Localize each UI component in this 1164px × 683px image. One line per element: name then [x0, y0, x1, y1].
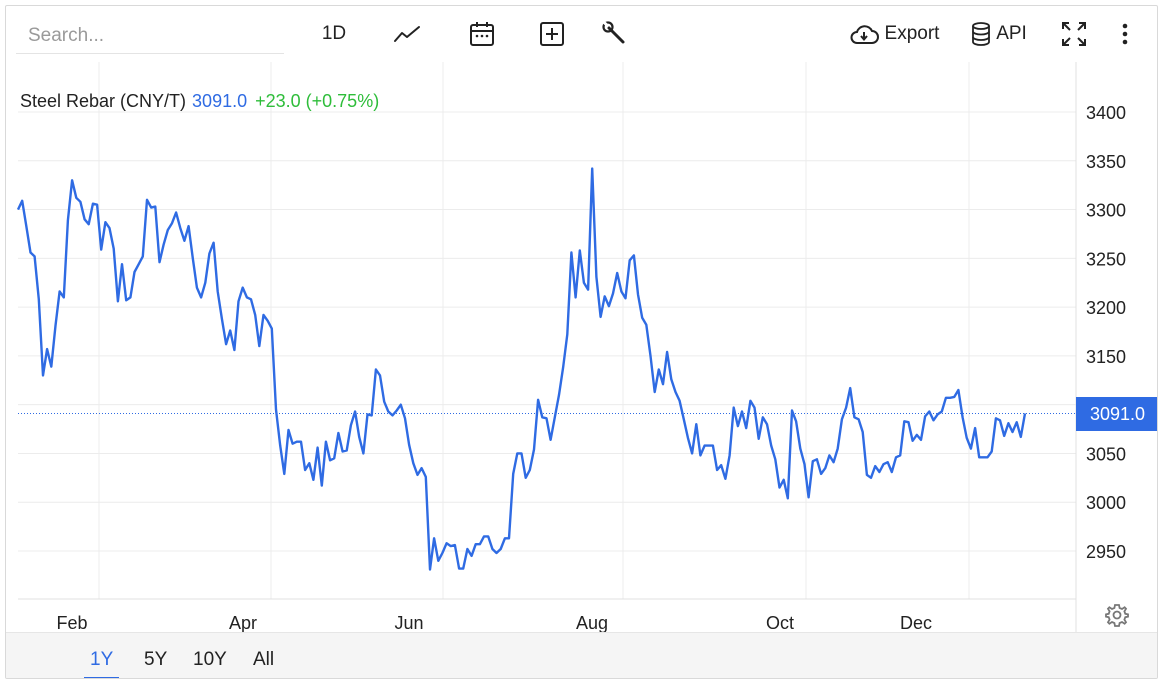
y-tick-label: 3300: [1086, 201, 1126, 221]
y-tick-label: 3400: [1086, 103, 1126, 123]
range-tab-5y[interactable]: 5Y: [138, 645, 173, 678]
settings-button[interactable]: [1104, 602, 1130, 628]
y-tick-label: 3350: [1086, 152, 1126, 172]
calendar-icon: [469, 21, 495, 47]
x-tick-label: Apr: [229, 613, 257, 632]
fullscreen-button[interactable]: [1059, 16, 1089, 52]
legend-change: +23.0 (+0.75%): [255, 91, 380, 111]
y-tick-label: 3000: [1086, 493, 1126, 513]
export-label: Export: [884, 23, 940, 44]
toolbar: 1D: [6, 6, 1157, 62]
current-price-tag: 3091.0: [1076, 397, 1157, 431]
x-tick-label: Dec: [900, 613, 932, 632]
plus-box-icon: [539, 21, 565, 47]
api-button[interactable]: API: [968, 16, 1030, 52]
range-label: 1Y: [90, 649, 114, 670]
y-tick-label: 3200: [1086, 298, 1126, 318]
range-tab-1y[interactable]: 1Y: [84, 645, 120, 678]
x-tick-label: Jun: [394, 613, 423, 632]
chart-area[interactable]: 2950300030503100315032003250330033503400…: [6, 62, 1157, 632]
api-label: API: [996, 23, 1027, 44]
export-button[interactable]: Export: [844, 16, 944, 52]
range-footer: 1Y 5Y 10Y All: [6, 632, 1157, 678]
cloud-download-icon: [849, 23, 879, 45]
search-input[interactable]: [16, 18, 284, 54]
range-tab-all[interactable]: All: [247, 645, 280, 678]
y-tick-label: 3250: [1086, 249, 1126, 269]
chart-type-button[interactable]: [389, 16, 425, 52]
range-label: All: [253, 649, 275, 670]
legend-symbol-name: Steel Rebar (CNY/T): [20, 91, 187, 111]
chart-widget: 1D: [5, 5, 1158, 679]
price-chart[interactable]: 2950300030503100315032003250330033503400…: [6, 62, 1158, 632]
compare-button[interactable]: [534, 16, 570, 52]
x-tick-label: Feb: [56, 613, 87, 632]
tools-button[interactable]: [597, 16, 633, 52]
interval-button[interactable]: 1D: [314, 16, 354, 52]
more-button[interactable]: [1114, 16, 1136, 52]
line-chart-icon: [393, 24, 421, 44]
y-tick-label: 3150: [1086, 347, 1126, 367]
series-line[interactable]: [16, 167, 1027, 571]
database-icon: [971, 22, 991, 46]
range-label: 5Y: [144, 649, 168, 670]
range-label: 10Y: [193, 649, 227, 670]
more-vertical-icon: [1122, 22, 1128, 46]
range-tab-10y[interactable]: 10Y: [187, 645, 233, 678]
y-tick-label: 3050: [1086, 444, 1126, 464]
date-range-button[interactable]: [464, 16, 500, 52]
x-tick-label: Aug: [576, 613, 608, 632]
wrench-icon: [602, 21, 628, 47]
legend-last-price: 3091.0: [192, 91, 248, 111]
chart-legend: Steel Rebar (CNY/T) 3091.0 +23.0 (+0.75%): [20, 91, 379, 112]
gear-icon: [1104, 604, 1130, 632]
x-tick-label: Oct: [766, 613, 794, 632]
y-tick-label: 2950: [1086, 542, 1126, 562]
interval-label: 1D: [321, 23, 347, 44]
fullscreen-icon: [1061, 21, 1087, 47]
